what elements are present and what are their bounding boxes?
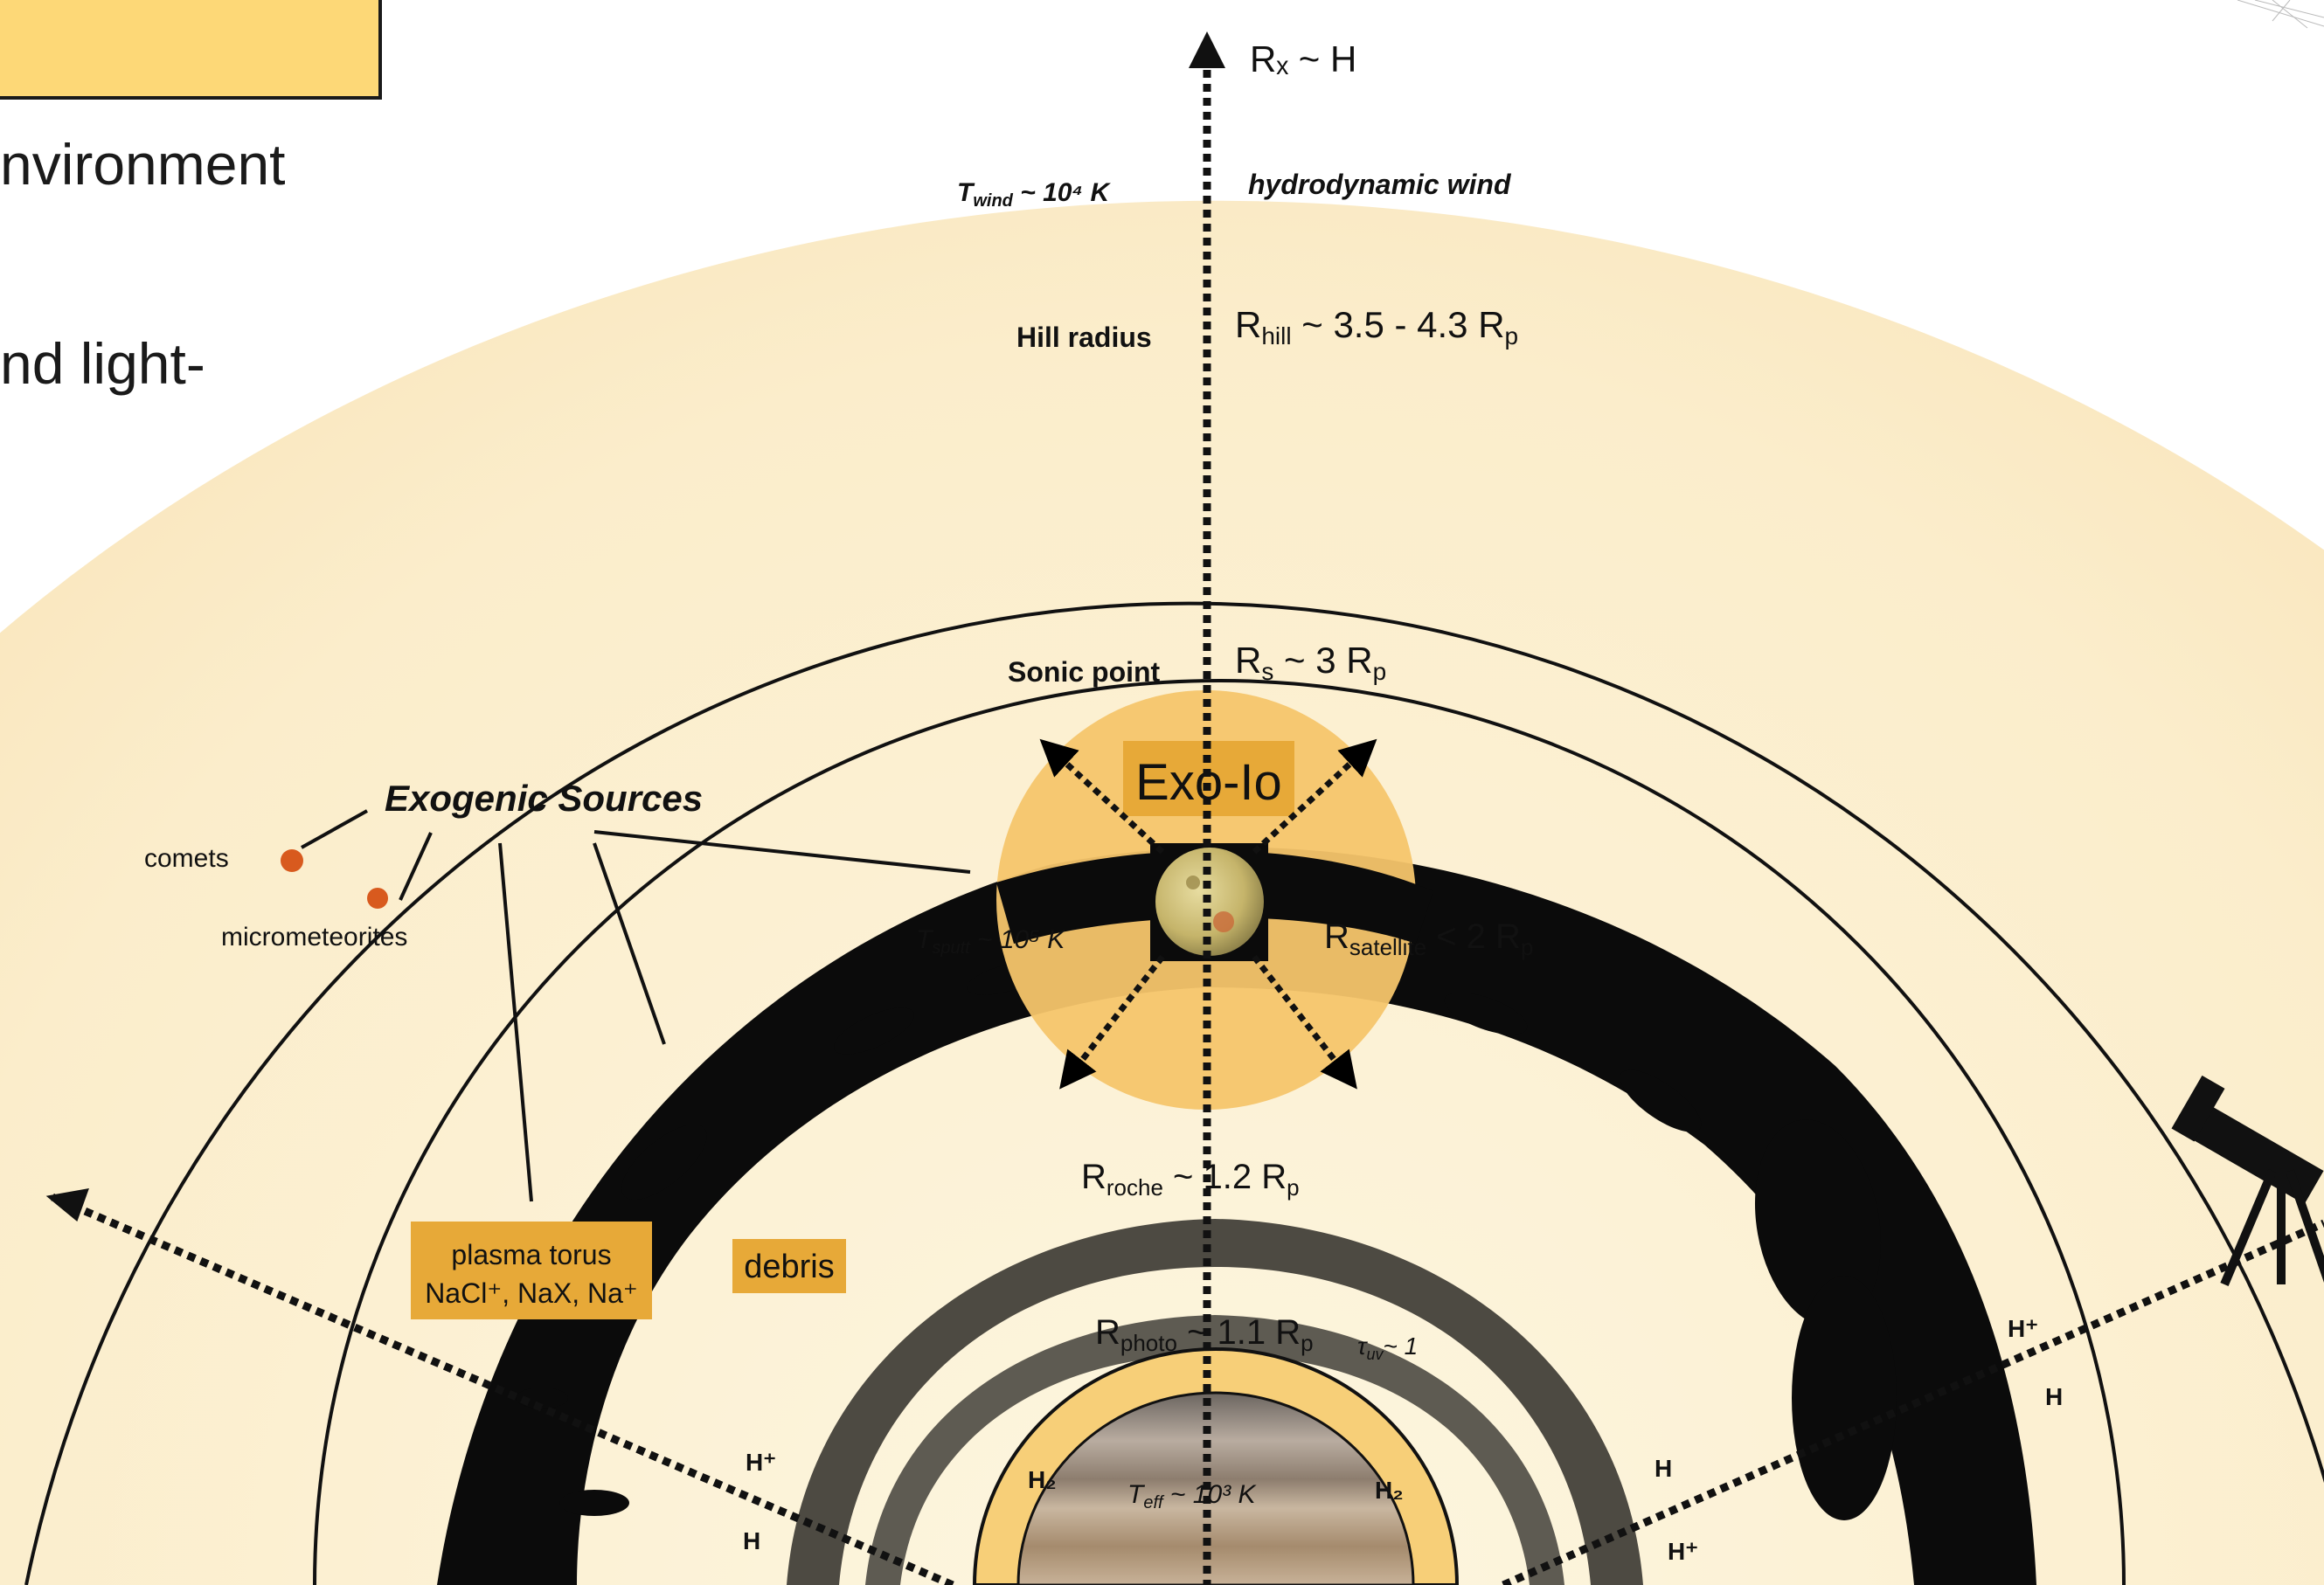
comet-icon — [281, 849, 303, 872]
slide-title-box — [0, 0, 382, 100]
hill-radius-value: Rhill ~ 3.5 - 4.3 Rp — [1235, 304, 1518, 350]
debris-label: debris — [744, 1249, 835, 1285]
micrometeorites-label: micrometeorites — [221, 923, 407, 952]
slide-text-line-2: nd light- — [0, 331, 205, 396]
h2-right: H₂ — [1375, 1477, 1404, 1504]
exogenic-pointers — [301, 809, 971, 1202]
plasma-torus-line2: NaCl⁺, NaX, Na⁺ — [425, 1277, 638, 1309]
photo-label: Rphoto ~ 1.1 Rp — [1095, 1313, 1314, 1356]
micrometeorite-icon — [367, 888, 388, 909]
r-satellite-label: Rsatellite < 2 Rp — [1324, 917, 1533, 960]
right-diagonal-axis — [1502, 1219, 2324, 1585]
jupiter-planet — [1016, 1391, 1415, 1585]
h-plus-right: H⁺ — [1668, 1538, 1698, 1565]
escape-arrows — [1039, 738, 1377, 1090]
exogenic-sources-label: Exogenic Sources — [385, 778, 703, 819]
rx-label: Rₓ ~ H — [1250, 38, 1356, 80]
left-diagonal-arrowhead — [45, 1188, 89, 1222]
hill-radius-circle — [24, 601, 2324, 1585]
telescope-icon — [2171, 1075, 2324, 1286]
h-right: H — [1655, 1455, 1672, 1482]
photo-ring — [865, 1315, 1564, 1585]
corner-network-decoration — [2237, 0, 2324, 29]
sonic-point-label: Sonic point — [1008, 656, 1161, 688]
plasma-torus-box — [411, 1222, 652, 1319]
t-sputt-label: Tsputt ~ 10⁵ K — [916, 925, 1066, 958]
sonic-point-circle — [313, 679, 2126, 1585]
h2-left: H₂ — [1028, 1466, 1057, 1493]
h-plus-left: H⁺ — [746, 1449, 776, 1476]
hydrodynamic-wind-label: hydrodynamic wind — [1248, 169, 1512, 200]
debris-box — [732, 1239, 846, 1293]
h-far-right: H — [2045, 1383, 2063, 1410]
left-diagonal-axis — [51, 1193, 954, 1585]
t-eff-label: Teff ~ 10³ K — [1127, 1480, 1257, 1512]
plasma-torus-band — [437, 847, 2036, 1585]
roche-ring — [787, 1219, 1643, 1585]
t-wind-label: Twind ~ 10⁴ K — [957, 178, 1112, 211]
sonic-point-value: Rs ~ 3 Rp — [1235, 640, 1386, 685]
roche-label: Rroche ~ 1.2 Rp — [1081, 1158, 1300, 1201]
h-left: H — [743, 1527, 760, 1554]
vertical-axis-arrowhead — [1189, 31, 1225, 68]
h-plus-far-right: H⁺ — [2008, 1315, 2038, 1342]
tau-uv-label: τuv~ 1 — [1357, 1332, 1418, 1363]
plasma-torus-line1: plasma torus — [451, 1239, 611, 1270]
slide-text-line-1: nvironment — [0, 132, 286, 197]
hill-radius-label: Hill radius — [1016, 322, 1152, 353]
comets-label: comets — [144, 844, 229, 873]
